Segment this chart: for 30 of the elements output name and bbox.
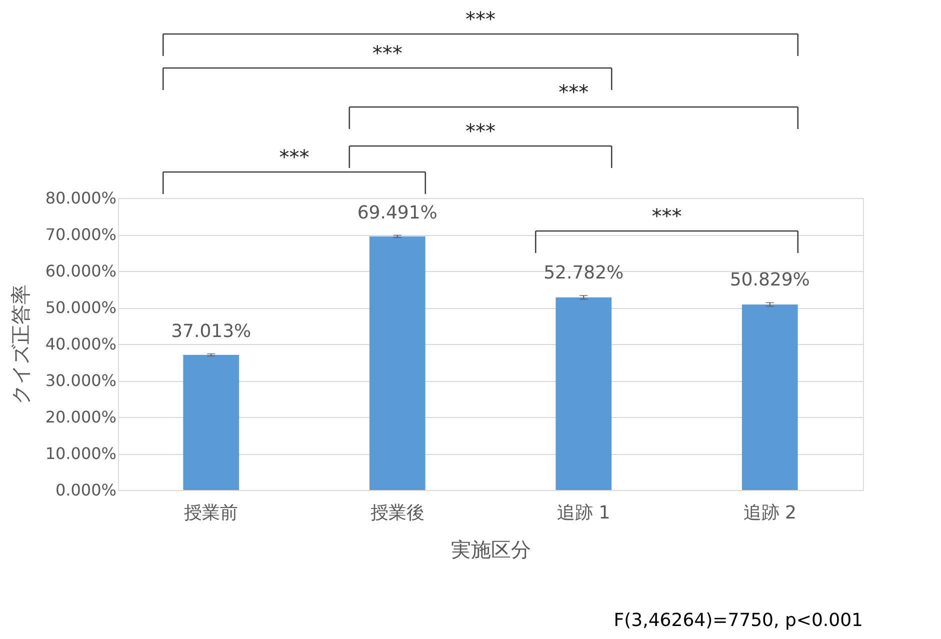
data-label: 52.782% <box>544 262 624 284</box>
annotation: *** <box>652 204 682 228</box>
x-tick-label: 授業前 <box>184 502 238 524</box>
bar <box>183 354 240 490</box>
x-tick-label: 追跡 2 <box>743 502 796 524</box>
y-tick-label: 40.000% <box>45 334 116 354</box>
x-tick-label: 授業後 <box>370 502 424 524</box>
y-tick-label: 20.000% <box>45 408 116 426</box>
y-tick-label: 80.000% <box>45 188 116 208</box>
y-tick-label: 70.000% <box>45 225 116 244</box>
text: F(3,46264)=7750, p<0.001 <box>614 610 863 631</box>
x-axis-title: 実施区分 <box>451 538 531 562</box>
y-tick-label: 30.000% <box>45 371 116 390</box>
data-label: 50.829% <box>730 270 810 291</box>
data-label: 69.491% <box>357 202 438 224</box>
y-tick-label: 10.000% <box>45 444 116 463</box>
x-tick-label: 追跡 1 <box>557 502 610 524</box>
y-tick-label: 50.000% <box>45 298 116 317</box>
text: *** <box>466 7 496 31</box>
text: *** <box>466 119 496 143</box>
bar <box>556 297 612 490</box>
y-tick-label: 0.000% <box>55 480 116 500</box>
text: *** <box>558 80 589 104</box>
text: *** <box>279 145 310 169</box>
text: *** <box>372 41 402 65</box>
y-axis-title: クイズ正答率 <box>8 284 32 404</box>
bar <box>742 304 798 490</box>
data-label: 37.013% <box>171 320 252 342</box>
bar <box>369 236 426 490</box>
y-tick-label: 60.000% <box>45 262 116 280</box>
